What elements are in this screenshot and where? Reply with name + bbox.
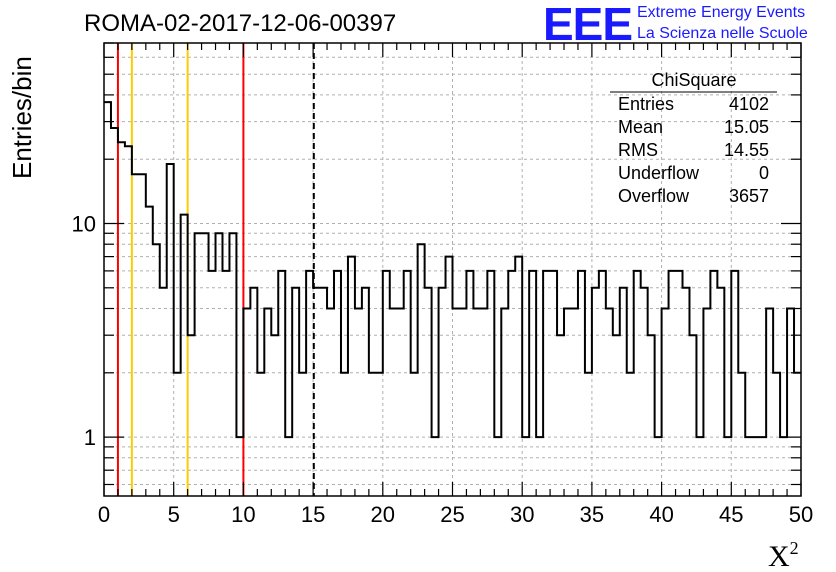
eee-logo: EEE [543, 0, 632, 50]
x-tick-label: 5 [168, 502, 180, 527]
histogram-series [104, 101, 801, 439]
x-tick-label: 20 [371, 502, 395, 527]
x-tick-label: 0 [98, 502, 110, 527]
stats-row-value: 4102 [729, 94, 769, 114]
x-tick-label: 30 [510, 502, 534, 527]
stats-row-value: 0 [759, 163, 769, 183]
x-tick-label: 15 [301, 502, 325, 527]
x-tick-labels: 0 5 10 15 20 25 30 35 40 45 50 [98, 502, 813, 527]
stats-box-title: ChiSquare [651, 70, 736, 90]
x-tick-label: 35 [580, 502, 604, 527]
branding-line-2: La Scienza nelle Scuole [637, 25, 808, 42]
plot-frame [103, 42, 802, 497]
stats-row-label: Underflow [618, 163, 700, 183]
chart-title: ROMA-02-2017-12-06-00397 [84, 10, 396, 37]
stats-row-value: 15.05 [724, 117, 769, 137]
x-tick-label: 25 [440, 502, 464, 527]
stats-row-label: Entries [618, 94, 674, 114]
stats-row-value: 14.55 [724, 140, 769, 160]
branding-line-1: Extreme Energy Events [637, 4, 805, 21]
y-tick-label: 10 [72, 212, 96, 237]
stats-row-label: Overflow [618, 186, 690, 206]
stats-row-label: RMS [618, 140, 658, 160]
stats-box: ChiSquare Entries 4102 Mean 15.05 RMS 14.55 Un… [610, 70, 777, 206]
y-tick-labels: 1 10 [72, 212, 96, 451]
x-tick-label: 40 [649, 502, 673, 527]
x-tick-label: 50 [789, 502, 813, 527]
x-tick-label: 10 [231, 502, 255, 527]
stats-row-value: 3657 [729, 186, 769, 206]
y-axis-label: Entries/bin [7, 56, 37, 179]
y-tick-label: 1 [84, 425, 96, 450]
x-tick-label: 45 [719, 502, 743, 527]
axis-ticks [103, 42, 802, 496]
x-axis-label: X2 [768, 538, 799, 572]
stats-row-label: Mean [618, 117, 663, 137]
